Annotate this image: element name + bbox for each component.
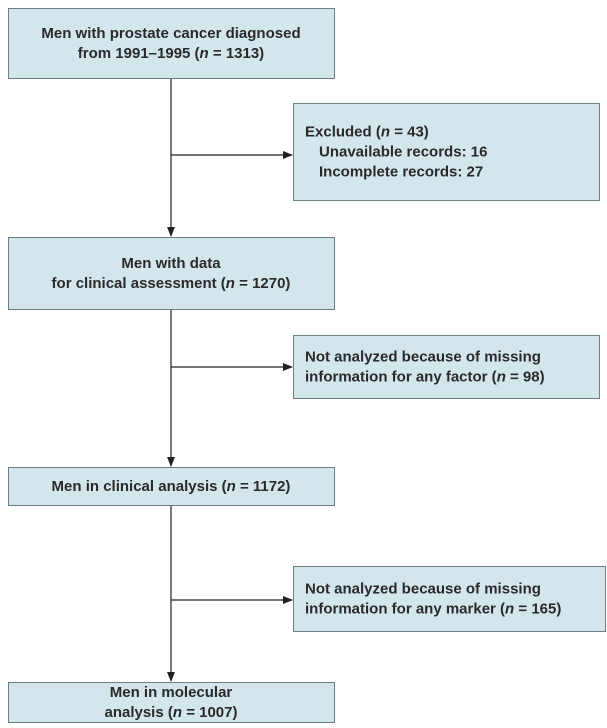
text-segment: information for any marker (: [305, 600, 505, 617]
text-segment: analysis (: [104, 704, 172, 721]
text-segment: = 1270): [235, 275, 290, 292]
node-text: Not analyzed because of missing: [305, 580, 541, 597]
node: Men in molecular analysis (n = 1007): [8, 682, 335, 723]
node: Not analyzed because of missing informati…: [293, 335, 600, 399]
node: Men in clinical analysis (n = 1172): [8, 467, 335, 506]
text-segment: Not analyzed because of missing: [305, 348, 541, 365]
text-segment: = 43): [390, 123, 429, 140]
node-box: [8, 467, 335, 506]
text-segment: Men in clinical analysis (: [52, 478, 227, 495]
node-box: [293, 566, 606, 632]
text-segment: = 1313): [209, 45, 264, 62]
node-text: information for any marker (n = 165): [305, 600, 561, 617]
text-segment: n: [505, 600, 514, 617]
text-segment: n: [173, 704, 182, 721]
text-segment: = 1172): [236, 478, 291, 495]
node-text: Men with prostate cancer diagnosed: [41, 25, 300, 42]
node-text: information for any factor (n = 98): [305, 368, 545, 385]
text-segment: n: [226, 275, 235, 292]
node: Men with data for clinical assessment (n …: [8, 237, 335, 310]
node-text: Men in molecular: [110, 684, 233, 701]
node-box: [293, 103, 600, 201]
text-segment: Men with prostate cancer diagnosed: [41, 25, 300, 42]
node-text: analysis (n = 1007): [104, 704, 237, 721]
connectors: [167, 78, 293, 682]
node-text: Not analyzed because of missing: [305, 348, 541, 365]
node-box: [8, 237, 335, 310]
text-segment: n: [497, 368, 506, 385]
node: Not analyzed because of missing informati…: [293, 566, 606, 632]
node-text: Men in clinical analysis (n = 1172): [52, 478, 291, 495]
text-segment: Not analyzed because of missing: [305, 580, 541, 597]
text-segment: n: [227, 478, 236, 495]
node-text: Incomplete records: 27: [319, 163, 483, 180]
text-segment: n: [200, 45, 209, 62]
node-text: for clinical assessment (n = 1270): [52, 275, 291, 292]
node-text: Excluded (n = 43): [305, 123, 429, 140]
node: Men with prostate cancer diagnosed from 1…: [8, 8, 335, 79]
text-segment: Unavailable records: 16: [319, 143, 487, 160]
node-box: [293, 335, 600, 399]
node-text: from 1991–1995 (n = 1313): [78, 45, 264, 62]
text-segment: information for any factor (: [305, 368, 497, 385]
node-box: [8, 8, 335, 79]
text-segment: = 165): [514, 600, 561, 617]
text-segment: for clinical assessment (: [52, 275, 226, 292]
text-segment: Incomplete records: 27: [319, 163, 483, 180]
node-box: [8, 682, 335, 723]
node: Excluded (n = 43) Unavailable records: 16…: [293, 103, 600, 201]
text-segment: from 1991–1995 (: [78, 45, 200, 62]
text-segment: Excluded (: [305, 123, 381, 140]
text-segment: Men in molecular: [110, 684, 233, 701]
text-segment: = 1007): [182, 704, 237, 721]
node-text: Unavailable records: 16: [319, 143, 487, 160]
node-text: Men with data: [121, 255, 221, 272]
text-segment: Men with data: [121, 255, 221, 272]
text-segment: = 98): [506, 368, 545, 385]
text-segment: n: [381, 123, 390, 140]
